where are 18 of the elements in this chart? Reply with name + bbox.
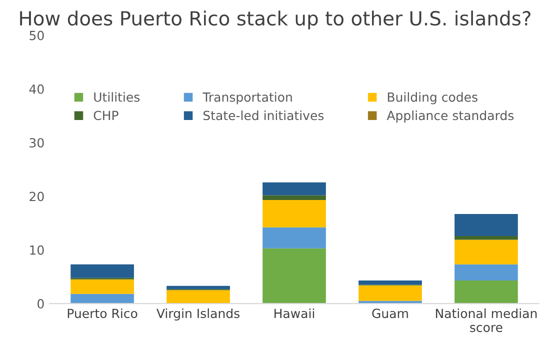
- y-tick-label: 50: [30, 30, 44, 40]
- y-tick-label: 10: [30, 245, 44, 255]
- x-tick-label: Hawaii: [274, 308, 314, 318]
- x-tick-label: Guam: [372, 308, 408, 318]
- x-tick-label: National median score: [436, 308, 537, 332]
- legend-label: Building codes: [388, 92, 478, 104]
- x-tick-label: Virgin Islands: [156, 308, 240, 321]
- legend-label: Transportation: [202, 92, 292, 104]
- legend-label: CHP: [94, 110, 118, 120]
- y-tick-label: 40: [29, 84, 44, 94]
- legend-label: Appliance standards: [386, 110, 514, 123]
- y-tick-label: 30: [30, 138, 44, 148]
- chart-title: How does Puerto Rico stack up to other U.S. islands?: [20, 10, 530, 30]
- legend-label: Utilities: [94, 92, 140, 102]
- y-tick-label: 20: [30, 192, 44, 202]
- x-tick-label: Puerto Rico: [68, 308, 138, 318]
- legend-label: State-led initiatives: [203, 110, 324, 120]
- y-tick-label: 0: [38, 299, 44, 309]
